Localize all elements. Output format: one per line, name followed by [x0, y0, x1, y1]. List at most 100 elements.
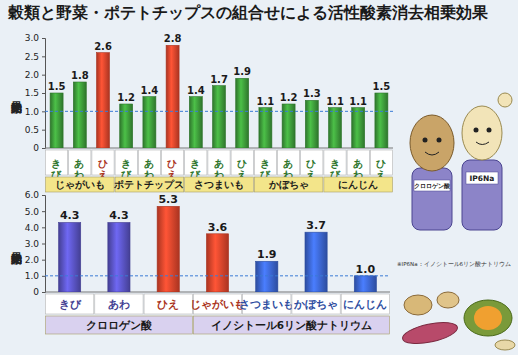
y-tick-mark [42, 148, 45, 149]
y-tick-mark [42, 211, 45, 212]
category-label: あわ [108, 298, 130, 311]
y-tick-mark [42, 244, 45, 245]
character-eye [437, 138, 442, 143]
y-tick-label: 5.0 [25, 207, 40, 217]
vegetable [401, 318, 460, 347]
y-tick-mark [42, 111, 45, 112]
character-mouth [476, 142, 489, 145]
y-tick-mark [42, 93, 45, 94]
y-tick-label: 3.0 [25, 239, 40, 249]
bar [305, 232, 327, 292]
vegetable [437, 292, 459, 308]
background [0, 0, 518, 355]
bar [59, 222, 81, 292]
category-labels: きびあわひえじゃがいもさつまいもかぼちゃにんじん [46, 294, 390, 314]
group-label: さつまいも [194, 179, 244, 190]
y-tick-mark [42, 227, 45, 228]
data-label: 4.3 [60, 209, 80, 222]
bar [282, 104, 295, 148]
character-eye [487, 128, 492, 133]
data-label: 1.8 [71, 70, 89, 81]
bar [189, 97, 202, 148]
data-label: 1.9 [257, 248, 277, 261]
y-axis: 00.51.01.52.02.53.0 [25, 33, 46, 153]
reference-line [45, 275, 390, 276]
y-tick: 4.0 [25, 223, 45, 233]
character-fist [498, 93, 512, 107]
y-tick: 0 [33, 287, 45, 297]
character-badge [466, 172, 498, 184]
bar [73, 82, 86, 148]
y-tick: 0.5 [25, 125, 45, 135]
data-label: 1.1 [349, 96, 367, 107]
y-axis-title: 相乗効果比 [8, 101, 21, 114]
data-label: 1.5 [48, 81, 66, 92]
bar [259, 108, 272, 148]
group-label: クロロゲン酸 [86, 319, 153, 331]
data-label: 3.7 [306, 219, 326, 232]
y-axis: 01.02.03.04.05.06.0 [25, 190, 46, 297]
data-label: 5.3 [158, 193, 178, 206]
category-label: きび [329, 152, 341, 180]
y-tick: 1.0 [25, 107, 45, 117]
y-axis-line [42, 39, 46, 149]
category-label: にんじん [343, 298, 387, 310]
bar [157, 206, 179, 292]
category-label: じゃがいも [190, 298, 245, 310]
y-tick-label: 0.5 [25, 125, 39, 135]
y-tick-label: 2.0 [25, 255, 40, 265]
group-box [46, 316, 193, 334]
bar [329, 108, 342, 148]
annotation: IP6Na [470, 174, 495, 183]
category-label: きび [120, 152, 132, 180]
bar [166, 45, 179, 148]
y-axis-line [42, 196, 46, 293]
character-badge [414, 180, 450, 191]
bar [120, 104, 133, 148]
bar [236, 78, 249, 148]
character-head [462, 106, 502, 160]
character-head [410, 115, 454, 171]
bar [206, 234, 228, 292]
y-tick-mark [42, 130, 45, 131]
category-label: きび [59, 298, 82, 311]
bars [59, 206, 377, 292]
bar [256, 261, 278, 292]
group-label: ポテトチップス [113, 179, 184, 190]
y-tick: 3.0 [25, 33, 45, 43]
bar [213, 86, 226, 148]
category-cell [46, 294, 94, 314]
category-label: あわ [144, 152, 155, 180]
category-cell [144, 294, 192, 314]
category-label: ひえ [98, 152, 109, 180]
category-label: かぼちゃ [293, 298, 338, 310]
y-tick-label: 0 [33, 287, 39, 297]
y-tick-label: 0 [33, 143, 39, 153]
title: 穀類と野菜・ポテトチップスの組合せによる活性酸素消去相乗効果 [7, 4, 489, 22]
group-box [185, 177, 254, 192]
category-label: さつまいも [239, 298, 294, 310]
group-label: にんじん [338, 179, 378, 190]
data-label: 1.0 [356, 263, 376, 276]
data-label: 4.3 [109, 209, 129, 222]
character-body [412, 168, 452, 230]
y-tick: 5.0 [25, 207, 45, 217]
data-label: 1.4 [141, 85, 159, 96]
data-label: 1.2 [117, 92, 135, 103]
category-label: ひえ [306, 152, 317, 180]
data-label: 1.5 [373, 81, 391, 92]
category-label: きび [259, 152, 271, 180]
illustration: クロロゲン酸IP6Na※IP6Na：イノシトール6リン酸ナトリウム [397, 93, 515, 350]
character-eye [474, 128, 479, 133]
y-tick-mark [42, 292, 45, 293]
annotation: クロロゲン酸 [414, 182, 451, 189]
group-labels: じゃがいもポテトチップスさつまいもかぼちゃにんじん [46, 177, 393, 192]
chart-0: 00.51.01.52.02.53.0相乗効果比1.51.82.61.21.42… [8, 33, 393, 192]
category-label: ひえ [167, 152, 178, 180]
group-labels: クロロゲン酸イノシトール6リン酸ナトリウム [46, 316, 390, 334]
group-box [46, 177, 115, 192]
bar [375, 93, 388, 148]
data-labels: 4.34.35.33.61.93.71.0 [60, 193, 376, 276]
y-tick: 0 [33, 143, 45, 153]
data-label: 1.7 [210, 74, 228, 85]
